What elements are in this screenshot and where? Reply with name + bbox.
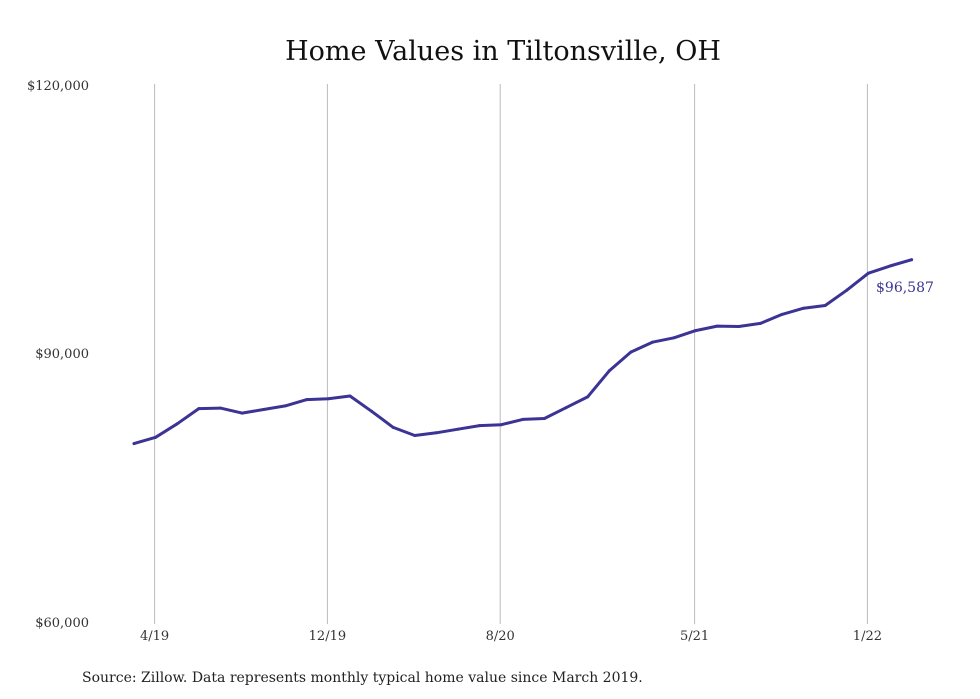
data-point-15 xyxy=(456,427,460,431)
x-tick-label-0: 4/19 xyxy=(140,629,169,644)
x-tick-label-4: 1/22 xyxy=(853,629,882,644)
data-point-10 xyxy=(348,394,352,398)
chart-title: Home Values in Tiltonsville, OH xyxy=(285,36,721,67)
data-point-16 xyxy=(478,424,482,428)
data-point-34 xyxy=(866,271,870,275)
data-point-17 xyxy=(499,423,503,427)
data-point-22 xyxy=(607,369,611,373)
data-point-33 xyxy=(845,288,849,292)
x-tick-label-3: 5/21 xyxy=(680,629,709,644)
data-point-32 xyxy=(823,304,827,307)
end-value-label: $96,587 xyxy=(876,280,934,296)
data-point-8 xyxy=(305,398,309,402)
data-point-29 xyxy=(758,321,762,325)
data-point-27 xyxy=(715,324,719,328)
data-point-3 xyxy=(197,407,201,411)
x-tick-label-2: 8/20 xyxy=(486,629,515,644)
data-point-11 xyxy=(370,409,374,413)
data-point-4 xyxy=(218,406,222,410)
data-point-28 xyxy=(737,325,741,328)
y-tick-label-90000: $90,000 xyxy=(35,347,89,362)
data-point-13 xyxy=(413,434,417,437)
data-point-7 xyxy=(283,404,287,408)
data-point-2 xyxy=(175,422,179,426)
data-point-35 xyxy=(888,264,892,268)
data-points xyxy=(132,258,914,446)
data-point-23 xyxy=(629,350,633,354)
data-point-14 xyxy=(434,431,438,435)
data-point-19 xyxy=(542,417,546,420)
data-point-6 xyxy=(262,408,266,411)
data-point-31 xyxy=(802,306,806,310)
data-point-9 xyxy=(326,397,330,401)
data-point-24 xyxy=(650,340,654,344)
data-point-12 xyxy=(391,425,395,429)
data-point-20 xyxy=(564,406,568,410)
data-point-25 xyxy=(672,336,676,340)
y-tick-label-120000: $120,000 xyxy=(27,79,89,94)
data-point-0 xyxy=(132,442,136,446)
data-point-5 xyxy=(240,411,244,415)
x-tick-label-1: 12/19 xyxy=(309,629,346,644)
data-point-30 xyxy=(780,312,784,316)
data-point-18 xyxy=(521,417,525,421)
gridlines xyxy=(154,84,868,624)
source-note: Source: Zillow. Data represents monthly … xyxy=(82,670,643,686)
x-tick-labels: 4/19 12/19 8/20 5/21 1/22 xyxy=(140,629,882,644)
data-point-1 xyxy=(154,435,158,439)
data-point-21 xyxy=(586,395,590,399)
data-point-26 xyxy=(694,329,698,333)
y-tick-label-60000: $60,000 xyxy=(35,616,89,631)
series-line xyxy=(132,258,914,446)
data-point-36 xyxy=(910,258,914,262)
